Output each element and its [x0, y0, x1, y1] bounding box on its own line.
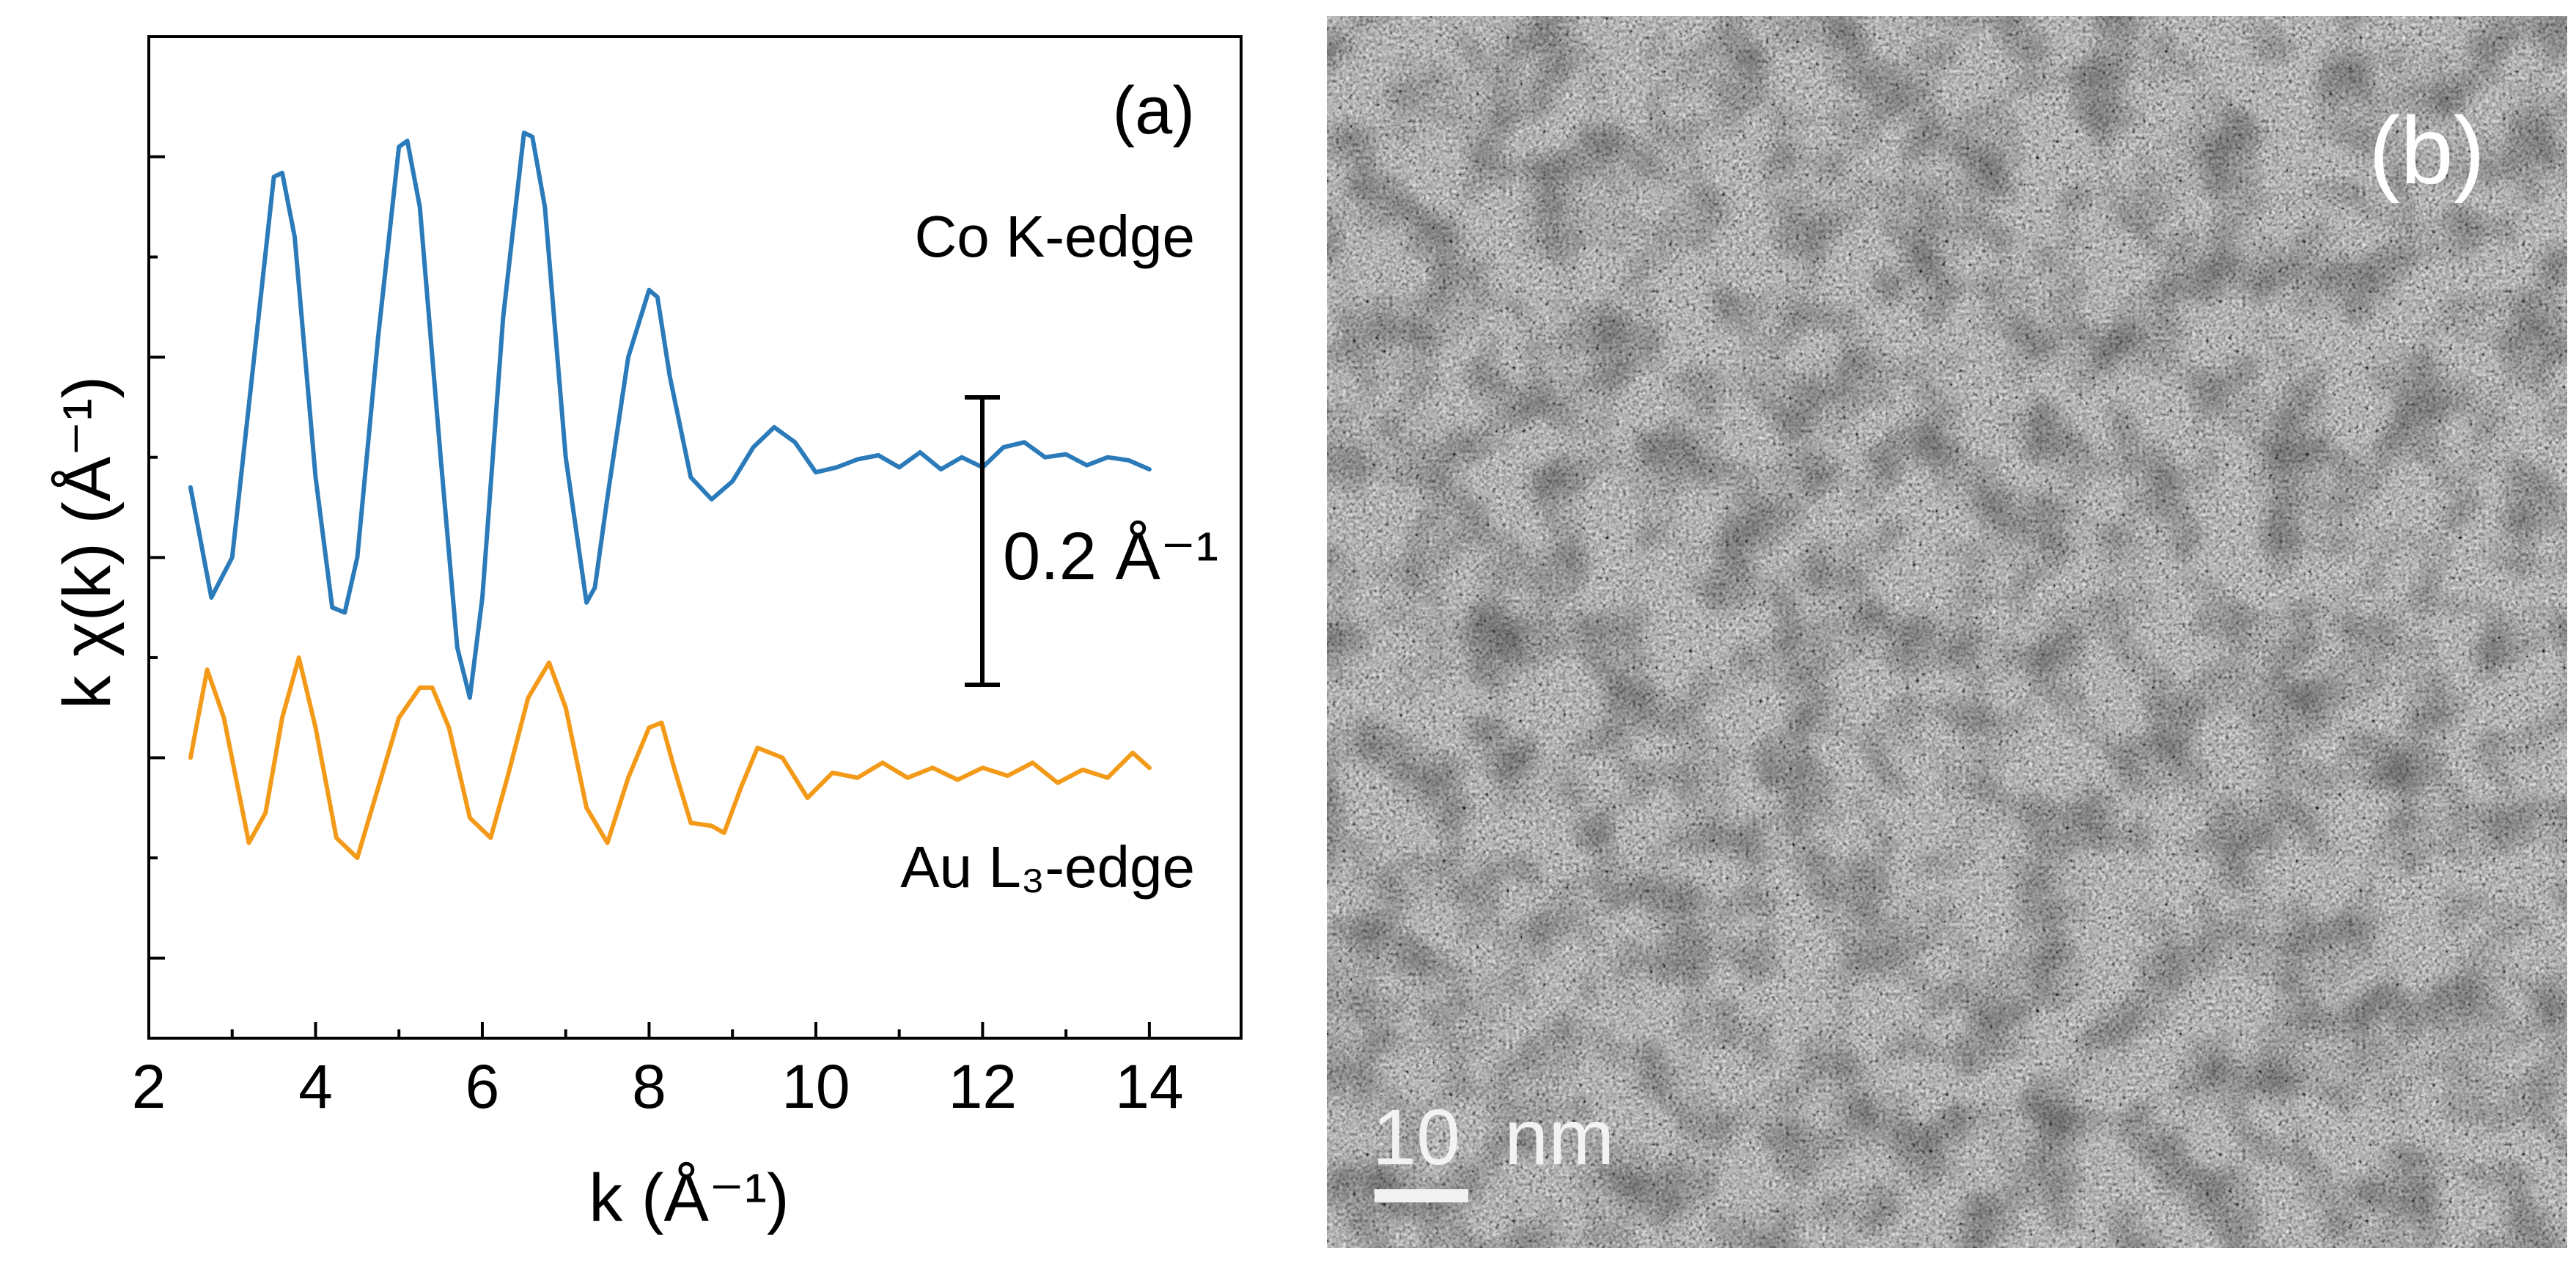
panel-a-label: (a) [1113, 73, 1195, 148]
co-k-edge-line [188, 131, 1152, 700]
x-axis-tick-labels: 2 4 6 8 10 12 14 [132, 1052, 1184, 1121]
tem-scale-bar-label: 10 nm [1372, 1092, 1614, 1181]
x-tick-label: 4 [298, 1052, 333, 1121]
x-axis-ticks [147, 1022, 1151, 1038]
x-tick-label: 12 [949, 1052, 1017, 1121]
scale-bar-label: 0.2 Å⁻¹ [1003, 519, 1218, 594]
amplitude-scale-bar [965, 395, 1000, 687]
panel-a-chart: 2 4 6 8 10 12 14 0.2 Å⁻¹ (a) Co K-edge Au L₃-e… [50, 35, 1243, 1235]
x-tick-label: 6 [465, 1052, 500, 1121]
x-tick-label: 14 [1115, 1052, 1183, 1121]
x-tick-label: 10 [781, 1052, 850, 1121]
panel-b-label: (b) [2369, 97, 2485, 204]
au-l3-edge-line [188, 655, 1152, 861]
au-l3-edge-label: Au L₃-edge [900, 834, 1195, 900]
x-tick-label: 2 [132, 1052, 166, 1121]
tem-dark-regions [1327, 16, 2567, 1248]
tem-scale-bar [1375, 1189, 1468, 1202]
x-tick-label: 8 [632, 1052, 666, 1121]
panel-b-tem-image: (b) 10 nm [1327, 16, 2567, 1248]
co-k-edge-label: Co K-edge [915, 204, 1195, 269]
y-axis-label: k χ(k) (Å⁻¹) [50, 376, 125, 710]
y-axis-ticks [149, 155, 165, 960]
x-axis-label: k (Å⁻¹) [589, 1161, 789, 1235]
plot-frame [147, 35, 1243, 1040]
